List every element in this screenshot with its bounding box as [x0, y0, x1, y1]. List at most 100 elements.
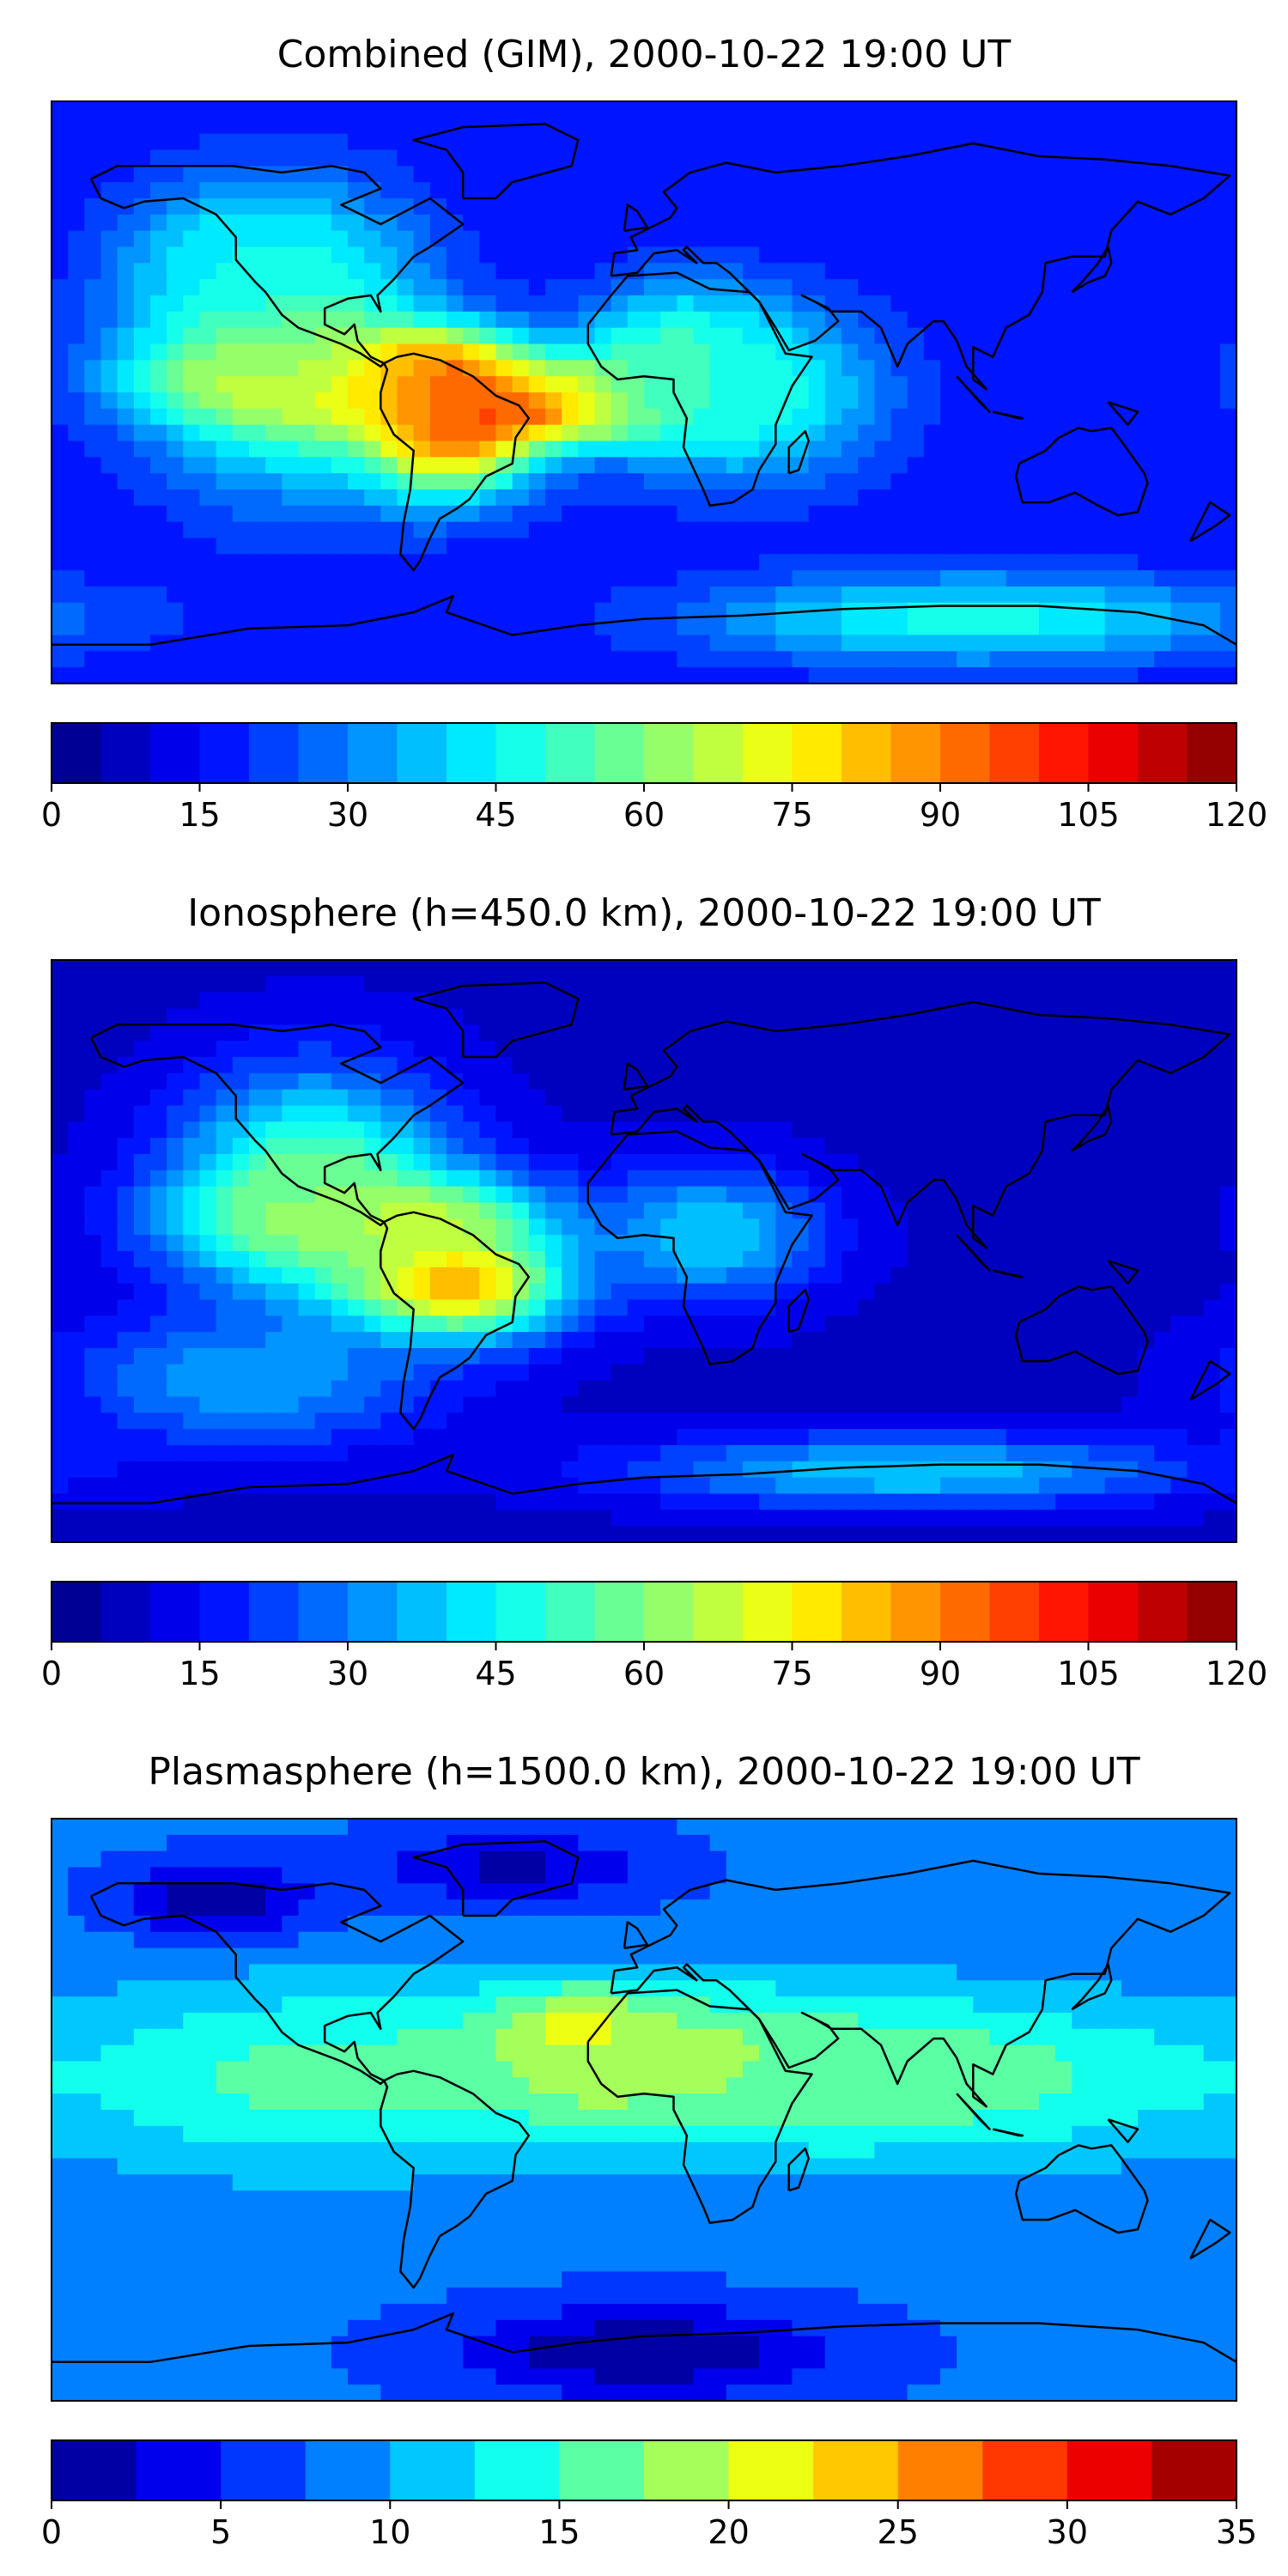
field-cell	[874, 1396, 892, 1413]
field-cell	[841, 1041, 859, 1058]
field-cell	[348, 279, 365, 296]
field-cell	[923, 457, 941, 474]
field-cell	[528, 295, 546, 313]
field-cell	[677, 1170, 695, 1188]
field-cell	[397, 1186, 415, 1204]
field-cell	[841, 1429, 859, 1446]
field-cell	[808, 166, 826, 183]
field-cell	[775, 1089, 793, 1107]
field-cell	[1088, 343, 1106, 361]
field-cell	[413, 440, 431, 458]
field-cell	[759, 117, 776, 135]
field-cell	[808, 1413, 826, 1430]
field-cell	[298, 198, 316, 216]
field-cell	[429, 1105, 447, 1122]
field-cell	[726, 1445, 744, 1462]
field-cell	[693, 505, 711, 523]
field-cell	[1138, 166, 1155, 183]
field-cell	[644, 1218, 661, 1236]
field-cell	[759, 1089, 776, 1107]
field-cell	[479, 489, 497, 507]
field-cell	[1219, 1332, 1236, 1349]
field-cell	[249, 198, 266, 216]
field-cell	[429, 1072, 447, 1091]
field-cell	[282, 1315, 300, 1333]
field-cell	[989, 408, 1007, 426]
field-cell	[1187, 1413, 1205, 1430]
field-cell	[874, 1413, 892, 1430]
field-cell	[150, 311, 167, 329]
field-cell	[841, 570, 859, 587]
field-cell	[562, 424, 579, 442]
field-cell	[808, 1332, 826, 1349]
field-cell	[611, 343, 629, 361]
field-cell	[808, 651, 826, 668]
field-cell	[348, 101, 365, 118]
field-cell	[397, 1008, 415, 1025]
field-cell	[907, 960, 925, 977]
field-cell	[1121, 457, 1139, 474]
field-cell	[150, 1089, 167, 1107]
field-cell	[429, 1332, 447, 1349]
field-cell	[1219, 473, 1236, 490]
field-cell	[479, 1267, 497, 1285]
field-cell	[331, 101, 349, 118]
field-cell	[1039, 376, 1056, 393]
field-cell	[874, 263, 892, 280]
field-cell	[973, 554, 991, 571]
field-cell	[265, 440, 283, 458]
field-cell	[1170, 1461, 1188, 1479]
field-cell	[1104, 667, 1122, 683]
field-cell	[907, 408, 925, 426]
field-cell	[1072, 1072, 1090, 1091]
field-cell	[841, 1057, 859, 1074]
field-cell	[1170, 1008, 1188, 1025]
field-cell	[397, 311, 415, 329]
field-cell	[890, 1024, 908, 1042]
field-cell	[265, 538, 283, 555]
field-cell	[594, 1170, 612, 1188]
field-cell	[413, 263, 431, 280]
field-cell	[627, 1138, 645, 1155]
field-cell	[611, 1024, 629, 1042]
field-cell	[1154, 1461, 1171, 1479]
field-cell	[133, 1186, 151, 1204]
field-cell	[957, 1057, 974, 1074]
field-cell	[216, 1445, 234, 1462]
field-cell	[644, 1057, 661, 1074]
field-cell	[858, 1299, 875, 1316]
field-cell	[1005, 554, 1024, 571]
field-cell	[693, 1251, 711, 1268]
field-cell	[743, 667, 760, 683]
field-cell	[183, 360, 201, 377]
field-cell	[68, 1445, 85, 1462]
field-cell	[858, 1364, 875, 1382]
field-cell	[199, 263, 217, 280]
field-cell	[907, 505, 925, 523]
field-cell	[150, 992, 167, 1010]
field-cell	[133, 295, 151, 313]
field-cell	[512, 1057, 530, 1074]
field-cell	[528, 1121, 546, 1139]
field-cell	[528, 1283, 546, 1301]
field-cell	[858, 279, 875, 296]
field-cell	[397, 489, 415, 507]
field-cell	[957, 1121, 974, 1139]
field-cell	[1104, 1024, 1122, 1042]
field-cell	[167, 1105, 184, 1122]
field-cell	[1187, 1348, 1205, 1365]
field-cell	[495, 1138, 513, 1155]
field-cell	[709, 1461, 727, 1479]
field-cell	[413, 1024, 431, 1042]
field-cell	[298, 975, 316, 993]
field-cell	[479, 1396, 497, 1413]
field-cell	[709, 1072, 727, 1091]
field-cell	[68, 1380, 85, 1398]
field-cell	[68, 538, 85, 555]
field-cell	[1072, 392, 1090, 410]
field-cell	[1088, 1024, 1106, 1042]
field-cell	[858, 1186, 875, 1204]
field-cell	[1005, 1251, 1024, 1268]
field-cell	[199, 182, 217, 199]
field-cell	[858, 117, 875, 135]
